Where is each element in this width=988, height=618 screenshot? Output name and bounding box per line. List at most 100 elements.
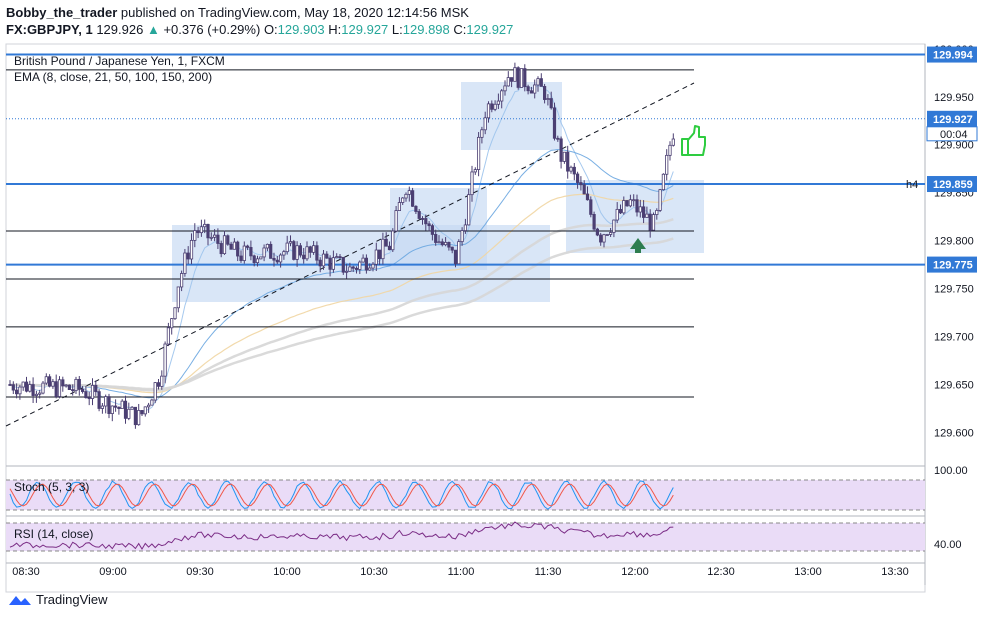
candle-body bbox=[275, 259, 279, 263]
candle-body bbox=[41, 382, 45, 394]
rsi-label[interactable]: RSI (14, close) bbox=[14, 527, 93, 541]
candle-body bbox=[146, 404, 151, 408]
time-tick-label: 11:00 bbox=[448, 566, 475, 578]
candle-body bbox=[420, 218, 425, 220]
ema-line bbox=[9, 193, 674, 394]
candle-body bbox=[424, 218, 428, 225]
time-tick-label: 12:30 bbox=[707, 566, 735, 578]
candle-body bbox=[189, 239, 194, 260]
chart-header: Bobby_the_trader published on TradingVie… bbox=[6, 4, 513, 38]
candle-body bbox=[638, 206, 642, 213]
candle-body bbox=[437, 241, 441, 244]
candle-body bbox=[364, 257, 369, 271]
candle-body bbox=[622, 200, 626, 214]
candle-body bbox=[57, 379, 62, 397]
countdown-tag bbox=[926, 126, 978, 142]
candle-body bbox=[533, 84, 537, 94]
candle-body bbox=[450, 246, 454, 251]
candle-body bbox=[354, 267, 359, 270]
candle-body bbox=[173, 307, 177, 320]
candle-body bbox=[318, 259, 322, 267]
candle-body bbox=[671, 138, 675, 146]
legend-ema[interactable]: EMA (8, close, 21, 50, 100, 150, 200) bbox=[14, 70, 212, 84]
candle-body bbox=[460, 230, 464, 243]
candle-body bbox=[358, 261, 362, 270]
candle-body bbox=[288, 241, 293, 244]
price-tick-label: 129.650 bbox=[934, 379, 974, 391]
candle-body bbox=[34, 393, 39, 396]
candle-body bbox=[473, 169, 477, 173]
candle-body bbox=[529, 90, 534, 94]
candle-body bbox=[242, 245, 246, 261]
candle-body bbox=[259, 256, 263, 260]
tradingview-logo-icon[interactable] bbox=[8, 593, 32, 607]
candle-body bbox=[54, 381, 58, 397]
candle-body bbox=[216, 234, 220, 244]
time-tick-label: 08:30 bbox=[12, 566, 40, 578]
horizontal-levels bbox=[5, 53, 925, 427]
stoch-label[interactable]: Stoch (5, 3, 3) bbox=[14, 480, 89, 494]
candle-body bbox=[377, 249, 382, 260]
author-name[interactable]: Bobby_the_trader bbox=[6, 5, 118, 20]
candle-body bbox=[67, 384, 71, 390]
candle-body bbox=[566, 151, 570, 172]
symbol-label: FX:GBPJPY, 1 bbox=[6, 22, 93, 37]
candle-body bbox=[381, 238, 385, 260]
candle-body bbox=[127, 408, 131, 419]
candle-body bbox=[232, 241, 236, 250]
candle-body bbox=[308, 246, 312, 253]
candle-body bbox=[176, 286, 180, 309]
candle-body bbox=[255, 258, 260, 264]
candle-body bbox=[539, 78, 543, 87]
candle-body bbox=[272, 257, 276, 261]
candle-body bbox=[368, 267, 372, 271]
brand-label[interactable]: TradingView bbox=[36, 592, 108, 607]
candle-body bbox=[589, 199, 593, 215]
candle-body bbox=[150, 399, 154, 406]
candle-body bbox=[371, 263, 375, 269]
price-tick-label: 129.700 bbox=[934, 332, 974, 344]
candle-body bbox=[206, 223, 210, 239]
candle-body bbox=[123, 400, 128, 419]
candle-body bbox=[519, 68, 524, 88]
candle-body bbox=[262, 247, 266, 258]
candle-body bbox=[556, 137, 560, 140]
price-tag-label: 129.859 bbox=[933, 179, 973, 191]
candle-body bbox=[407, 190, 411, 195]
candle-body bbox=[160, 375, 164, 387]
candle-body bbox=[24, 381, 29, 392]
time-tick-label: 10:30 bbox=[360, 566, 388, 578]
candle-body bbox=[642, 206, 646, 218]
published-text: published on TradingView.com, May 18, 20… bbox=[120, 5, 469, 20]
candle-body bbox=[417, 211, 421, 219]
candle-body bbox=[163, 343, 167, 377]
price-tick-label: 129.750 bbox=[934, 284, 974, 296]
candle-body bbox=[391, 230, 395, 251]
low-label: L: bbox=[391, 22, 403, 37]
candle-body bbox=[298, 245, 303, 256]
candle-body bbox=[609, 232, 613, 235]
candle-body bbox=[430, 225, 435, 235]
last-price: 129.926 bbox=[96, 22, 144, 37]
candle-body bbox=[397, 202, 402, 211]
candle-body bbox=[546, 98, 550, 100]
candle-body bbox=[404, 193, 408, 199]
h4-label: h4 bbox=[906, 179, 918, 191]
thumbs-up-icon bbox=[681, 125, 706, 156]
consolidation-box bbox=[566, 180, 704, 253]
candle-body bbox=[401, 197, 405, 203]
consolidation-box bbox=[461, 82, 562, 150]
candle-body bbox=[183, 252, 187, 274]
candle-body bbox=[655, 210, 659, 215]
candle-body bbox=[196, 230, 200, 234]
candle-body bbox=[612, 219, 616, 233]
candle-body bbox=[117, 406, 121, 409]
candle-body bbox=[463, 224, 468, 232]
candle-body bbox=[295, 245, 299, 260]
candle-body bbox=[506, 77, 510, 87]
candle-body bbox=[239, 255, 243, 261]
oscillator-panes: 100.00 40.00 bbox=[6, 465, 968, 552]
candle-body bbox=[576, 173, 580, 183]
price-tag-label: 129.994 bbox=[933, 50, 974, 62]
